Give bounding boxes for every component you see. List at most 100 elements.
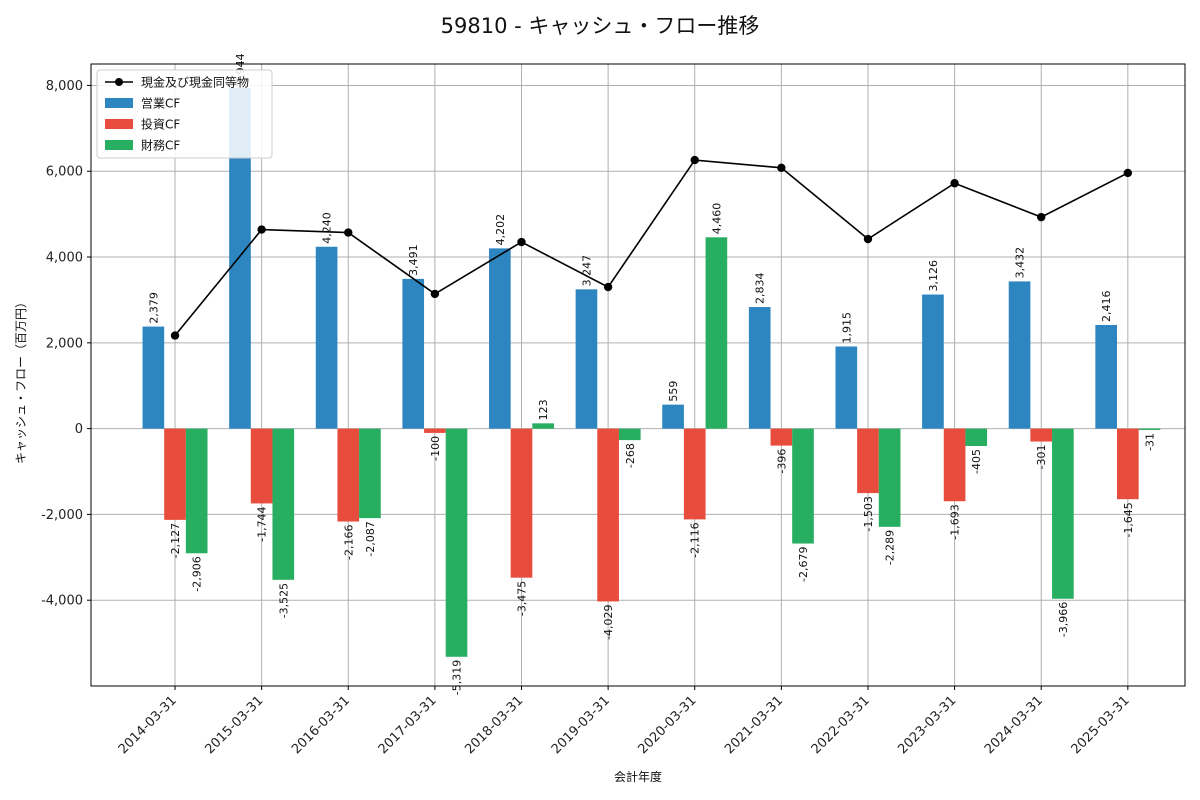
bar — [1008, 281, 1031, 429]
data-label: -31 — [1143, 433, 1156, 451]
cash-point — [603, 282, 613, 292]
bar — [250, 428, 273, 504]
data-label: -2,679 — [797, 547, 810, 582]
bar — [575, 289, 598, 429]
bar — [489, 248, 511, 429]
data-label: -1,645 — [1122, 502, 1135, 537]
y-tick-label: -2,000 — [41, 508, 83, 523]
cash-point — [1123, 168, 1133, 178]
data-label: -3,966 — [1057, 602, 1070, 637]
data-label: -1,744 — [256, 506, 269, 541]
data-label: 1,915 — [840, 312, 853, 344]
data-label: -2,116 — [689, 522, 702, 557]
data-label: -2,087 — [364, 521, 377, 556]
data-label: -396 — [775, 449, 788, 474]
bar — [1138, 428, 1161, 430]
x-tick-label: 2014-03-31 — [116, 693, 180, 757]
cash-point — [1037, 212, 1046, 222]
data-label: -405 — [970, 449, 983, 474]
bar — [857, 428, 879, 494]
x-tick-label: 2025-03-31 — [1069, 693, 1133, 757]
data-label: -5,319 — [451, 660, 464, 695]
bar — [229, 87, 251, 429]
data-label: 2,416 — [1100, 290, 1113, 322]
bar — [1030, 428, 1053, 442]
line-layer — [170, 155, 1133, 340]
data-label: -301 — [1035, 445, 1048, 470]
data-label: 4,460 — [710, 203, 723, 235]
y-tick-label: -4,000 — [41, 594, 83, 609]
bar — [185, 428, 208, 554]
cash-line — [174, 159, 1129, 337]
x-tick-label: 2021-03-31 — [722, 693, 786, 757]
data-label: 559 — [667, 381, 680, 402]
legend-swatch — [105, 140, 133, 150]
bar — [164, 428, 186, 520]
x-tick-label: 2024-03-31 — [982, 693, 1046, 757]
bar — [662, 404, 684, 429]
bar — [705, 237, 728, 429]
cash-point — [517, 237, 526, 247]
data-label: 4,240 — [321, 212, 334, 244]
legend-label: 財務CF — [141, 138, 180, 153]
cash-point — [690, 155, 699, 165]
bar — [272, 428, 295, 580]
plot-frame — [90, 63, 1186, 687]
cash-point — [257, 225, 266, 234]
bar — [315, 246, 338, 429]
y-tick-label: 0 — [75, 422, 83, 437]
bar — [424, 428, 446, 433]
data-label: -1,503 — [862, 496, 875, 531]
bar — [445, 428, 468, 657]
x-tick-label: 2017-03-31 — [376, 693, 440, 757]
bars-layer — [142, 87, 1161, 657]
cash-point — [777, 163, 786, 173]
data-label: -2,289 — [884, 530, 897, 565]
cash-point — [950, 179, 959, 188]
cash-point — [344, 228, 353, 237]
bar — [359, 428, 381, 519]
bar — [510, 428, 533, 578]
y-tick-label: 6,000 — [46, 165, 83, 180]
data-label: -3,525 — [277, 583, 290, 618]
data-label: 2,379 — [147, 292, 160, 324]
data-label: 123 — [537, 399, 550, 420]
data-label: 3,126 — [927, 260, 940, 292]
data-label: -2,906 — [191, 556, 204, 591]
data-label: 3,432 — [1014, 247, 1027, 279]
bar — [337, 428, 360, 522]
legend-swatch — [105, 98, 133, 108]
x-tick-label: 2020-03-31 — [636, 693, 700, 757]
cash-point — [170, 331, 180, 340]
bar — [402, 278, 425, 429]
bar — [683, 428, 706, 520]
bar — [770, 428, 793, 446]
x-tick-label: 2019-03-31 — [549, 693, 613, 757]
bar — [878, 428, 901, 527]
x-axis-title: 会計年度 — [614, 769, 662, 784]
y-tick-label: 8,000 — [46, 79, 83, 94]
data-label: -4,029 — [602, 604, 615, 639]
cash-point — [863, 234, 873, 244]
bar — [1095, 324, 1118, 429]
bar — [965, 428, 988, 446]
cash-point — [430, 289, 440, 299]
data-labels-layer: 2,3797,9444,2403,4914,2023,2475592,8341,… — [147, 53, 1156, 695]
bar — [943, 428, 966, 502]
bar — [792, 428, 814, 544]
x-tick-label: 2018-03-31 — [462, 693, 526, 757]
bar — [618, 428, 641, 441]
legend-box — [96, 69, 273, 159]
data-label: -1,693 — [949, 504, 962, 539]
bar — [922, 294, 944, 429]
data-label: -3,475 — [515, 581, 528, 616]
legend-label: 現金及び現金同等物 — [141, 75, 249, 90]
bar — [1117, 428, 1139, 500]
legend-label: 営業CF — [141, 97, 180, 111]
data-label: -268 — [624, 443, 637, 468]
bar — [597, 428, 619, 602]
bar — [1052, 428, 1074, 599]
